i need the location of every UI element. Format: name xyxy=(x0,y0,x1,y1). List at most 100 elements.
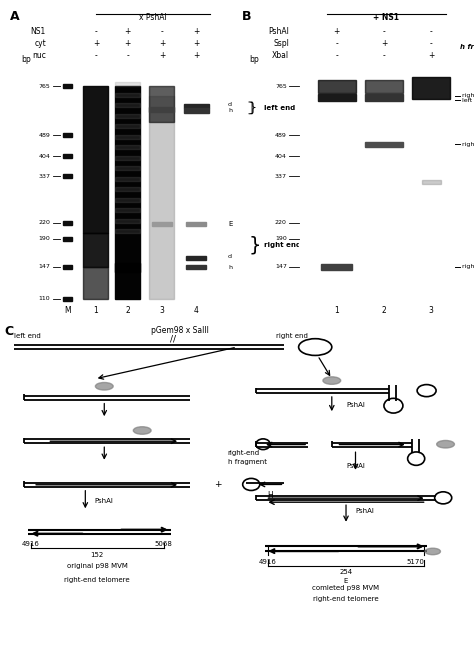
Text: +: + xyxy=(193,39,199,48)
Bar xyxy=(149,86,174,122)
Text: +: + xyxy=(125,27,131,35)
Bar xyxy=(152,222,172,225)
Text: right-end telomere: right-end telomere xyxy=(64,577,130,583)
Bar xyxy=(115,156,140,160)
Ellipse shape xyxy=(425,548,440,555)
Text: 2: 2 xyxy=(382,306,386,315)
Text: }: } xyxy=(248,236,261,255)
Text: comleted p98 MVM: comleted p98 MVM xyxy=(312,585,380,591)
Bar xyxy=(186,222,206,225)
Bar xyxy=(115,198,140,202)
Bar xyxy=(115,145,140,149)
Bar xyxy=(422,180,441,184)
Text: 337: 337 xyxy=(275,173,287,179)
Text: +: + xyxy=(193,27,199,35)
Ellipse shape xyxy=(95,382,113,390)
Bar xyxy=(115,219,140,223)
Bar xyxy=(318,95,356,101)
Bar xyxy=(115,86,140,299)
Text: 337: 337 xyxy=(38,173,50,179)
Text: H: H xyxy=(267,491,273,500)
Bar xyxy=(83,267,109,299)
Text: -: - xyxy=(335,39,338,48)
Text: M: M xyxy=(64,306,71,315)
Bar xyxy=(186,256,206,260)
Text: 3: 3 xyxy=(159,306,164,315)
Text: h: h xyxy=(228,265,232,271)
Bar xyxy=(115,135,140,139)
Text: 110: 110 xyxy=(39,296,50,302)
Text: 765: 765 xyxy=(275,83,287,89)
Text: original p98 MVM: original p98 MVM xyxy=(67,563,128,569)
Text: 4916: 4916 xyxy=(259,559,277,565)
Bar xyxy=(299,68,455,309)
Bar xyxy=(365,80,403,93)
Text: -: - xyxy=(430,39,433,48)
Ellipse shape xyxy=(437,440,455,448)
Text: right end: right end xyxy=(462,142,474,147)
Text: 765: 765 xyxy=(39,83,50,89)
Text: -: - xyxy=(94,27,97,35)
Text: -: - xyxy=(127,51,129,60)
Text: NS1: NS1 xyxy=(31,27,46,35)
Bar xyxy=(64,174,72,178)
Bar xyxy=(183,104,209,108)
Bar xyxy=(64,265,72,269)
Text: 220: 220 xyxy=(275,220,287,225)
Bar xyxy=(83,86,109,233)
Text: 4: 4 xyxy=(193,306,199,315)
Bar xyxy=(115,263,140,272)
Text: 5170: 5170 xyxy=(406,559,424,565)
Ellipse shape xyxy=(323,377,341,384)
Text: 1: 1 xyxy=(334,306,339,315)
Ellipse shape xyxy=(133,427,151,434)
Text: nuc: nuc xyxy=(32,51,46,60)
Bar xyxy=(183,108,209,112)
Text: bp: bp xyxy=(249,55,259,64)
Text: bp: bp xyxy=(21,55,31,64)
Text: right end: right end xyxy=(276,333,308,340)
Text: 4916: 4916 xyxy=(22,541,40,547)
Text: 404: 404 xyxy=(275,154,287,158)
Text: E: E xyxy=(344,578,348,584)
Text: +: + xyxy=(333,27,340,35)
Text: +: + xyxy=(428,51,435,60)
Text: cyt: cyt xyxy=(34,39,46,48)
Bar xyxy=(186,265,206,269)
Text: 404: 404 xyxy=(38,154,50,158)
Text: PshAI: PshAI xyxy=(356,508,374,514)
Text: 1: 1 xyxy=(93,306,98,315)
Text: //: // xyxy=(170,334,176,343)
Bar xyxy=(149,96,174,299)
Text: 220: 220 xyxy=(38,220,50,225)
Bar xyxy=(64,221,72,225)
Text: h fragment: h fragment xyxy=(228,459,266,464)
Bar xyxy=(115,166,140,170)
Text: d: d xyxy=(228,254,232,260)
Text: XbaI: XbaI xyxy=(272,51,289,60)
Text: 3: 3 xyxy=(429,306,434,315)
Text: PshAI: PshAI xyxy=(346,402,365,409)
Text: +: + xyxy=(93,39,99,48)
Text: 190: 190 xyxy=(39,237,50,241)
Text: right end: right end xyxy=(264,242,301,248)
Bar xyxy=(321,265,352,270)
Text: +: + xyxy=(381,39,387,48)
Text: }: } xyxy=(248,101,256,114)
Bar xyxy=(115,208,140,212)
Bar xyxy=(115,187,140,191)
Text: right-end telomere: right-end telomere xyxy=(313,596,379,602)
Bar xyxy=(83,233,109,267)
Text: A: A xyxy=(9,10,19,22)
Bar xyxy=(115,103,140,107)
Text: 147: 147 xyxy=(38,265,50,269)
Text: left end: left end xyxy=(264,105,296,111)
Text: E: E xyxy=(228,221,232,227)
Text: x PshAI: x PshAI xyxy=(139,12,167,22)
Text: PshAI: PshAI xyxy=(346,463,365,468)
Text: PshAI: PshAI xyxy=(95,498,114,504)
Text: left end: left end xyxy=(462,98,474,103)
Text: SspI: SspI xyxy=(273,39,289,48)
Text: -: - xyxy=(94,51,97,60)
Text: -: - xyxy=(383,27,385,35)
